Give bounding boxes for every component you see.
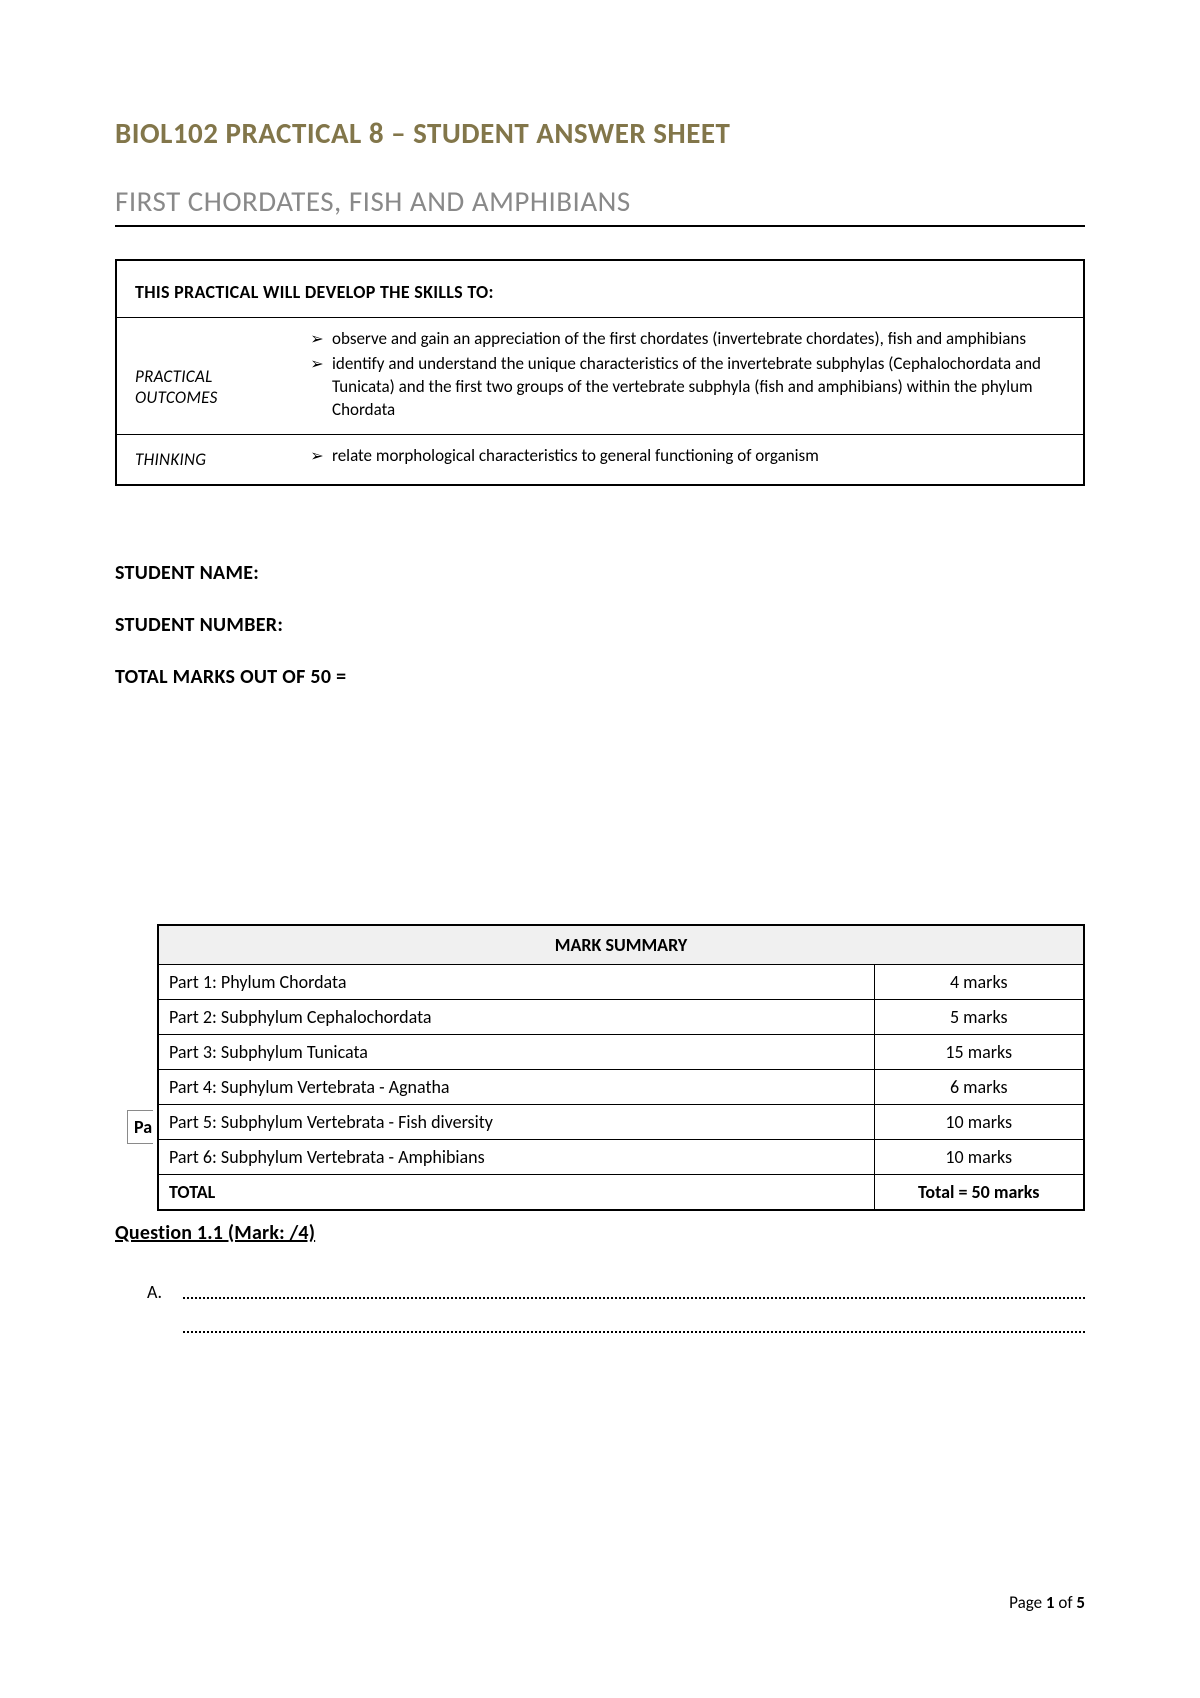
- bullet-item: ➢ relate morphological characteristics t…: [302, 445, 1065, 468]
- dotted-input-line[interactable]: [183, 1281, 1085, 1299]
- skills-label-outcomes: PRACTICAL OUTCOMES: [117, 318, 302, 434]
- answer-area: A.: [115, 1281, 1085, 1333]
- table-total-row: TOTAL Total = 50 marks: [158, 1174, 1084, 1210]
- part-cell: Part 3: Subphylum Tunicata: [158, 1034, 874, 1069]
- page-current: 1: [1046, 1592, 1055, 1613]
- table-row: Part 1: Phylum Chordata 4 marks: [158, 964, 1084, 999]
- marks-cell: 10 marks: [874, 1139, 1084, 1174]
- table-header-row: MARK SUMMARY: [158, 925, 1084, 965]
- bullet-item: ➢ observe and gain an appreciation of th…: [302, 328, 1065, 351]
- skills-label-thinking: THINKING: [117, 435, 302, 484]
- part-cell: Part 6: Subphylum Vertebrata - Amphibian…: [158, 1139, 874, 1174]
- student-name-label: STUDENT NAME:: [115, 561, 1085, 585]
- marks-cell: 5 marks: [874, 999, 1084, 1034]
- total-label-cell: TOTAL: [158, 1174, 874, 1210]
- marks-cell: 15 marks: [874, 1034, 1084, 1069]
- mark-summary-header: MARK SUMMARY: [158, 925, 1084, 965]
- mark-summary-table: MARK SUMMARY Part 1: Phylum Chordata 4 m…: [157, 924, 1085, 1211]
- skills-row-outcomes: PRACTICAL OUTCOMES ➢ observe and gain an…: [117, 318, 1083, 435]
- student-number-label: STUDENT NUMBER:: [115, 613, 1085, 637]
- part-cell: Part 5: Subphylum Vertebrata - Fish dive…: [158, 1104, 874, 1139]
- text-fragment: Pa: [127, 1110, 153, 1144]
- total-marks-label: TOTAL MARKS OUT OF 50 =: [115, 665, 1085, 689]
- page-footer: Page 1 of 5: [1009, 1592, 1085, 1613]
- skills-row-thinking: THINKING ➢ relate morphological characte…: [117, 435, 1083, 484]
- mark-summary-wrapper: Pa MARK SUMMARY Part 1: Phylum Chordata …: [115, 924, 1085, 1211]
- skills-bullets-thinking: ➢ relate morphological characteristics t…: [302, 435, 1083, 484]
- dotted-input-line[interactable]: [183, 1307, 1085, 1333]
- part-cell: Part 2: Subphylum Cephalochordata: [158, 999, 874, 1034]
- bullet-arrow-icon: ➢: [302, 445, 332, 468]
- total-value-cell: Total = 50 marks: [874, 1174, 1084, 1210]
- answer-line: A.: [147, 1281, 1085, 1303]
- bullet-text: identify and understand the unique chara…: [332, 353, 1065, 422]
- bullet-arrow-icon: ➢: [302, 353, 332, 376]
- page-prefix: Page: [1009, 1592, 1046, 1613]
- bullet-text: relate morphological characteristics to …: [332, 445, 1065, 468]
- marks-cell: 6 marks: [874, 1069, 1084, 1104]
- question-heading: Question 1.1 (Mark: /4): [115, 1221, 1085, 1245]
- marks-cell: 10 marks: [874, 1104, 1084, 1139]
- skills-header: THIS PRACTICAL WILL DEVELOP THE SKILLS T…: [117, 261, 1083, 318]
- part-cell: Part 1: Phylum Chordata: [158, 964, 874, 999]
- document-title: BIOL102 PRACTICAL 8 – STUDENT ANSWER SHE…: [115, 115, 1085, 151]
- bullet-arrow-icon: ➢: [302, 328, 332, 351]
- page-of: of: [1055, 1592, 1077, 1613]
- document-subtitle: FIRST CHORDATES, FISH AND AMPHIBIANS: [115, 183, 1085, 227]
- part-cell: Part 4: Suphylum Vertebrata - Agnatha: [158, 1069, 874, 1104]
- page-total: 5: [1076, 1592, 1085, 1613]
- table-row: Part 4: Suphylum Vertebrata - Agnatha 6 …: [158, 1069, 1084, 1104]
- skills-bullets-outcomes: ➢ observe and gain an appreciation of th…: [302, 318, 1083, 434]
- bullet-text: observe and gain an appreciation of the …: [332, 328, 1065, 351]
- table-row: Part 2: Subphylum Cephalochordata 5 mark…: [158, 999, 1084, 1034]
- marks-cell: 4 marks: [874, 964, 1084, 999]
- table-row: Part 3: Subphylum Tunicata 15 marks: [158, 1034, 1084, 1069]
- answer-letter: A.: [147, 1281, 183, 1303]
- table-row: Part 6: Subphylum Vertebrata - Amphibian…: [158, 1139, 1084, 1174]
- bullet-item: ➢ identify and understand the unique cha…: [302, 353, 1065, 422]
- skills-table: THIS PRACTICAL WILL DEVELOP THE SKILLS T…: [115, 259, 1085, 486]
- table-row: Part 5: Subphylum Vertebrata - Fish dive…: [158, 1104, 1084, 1139]
